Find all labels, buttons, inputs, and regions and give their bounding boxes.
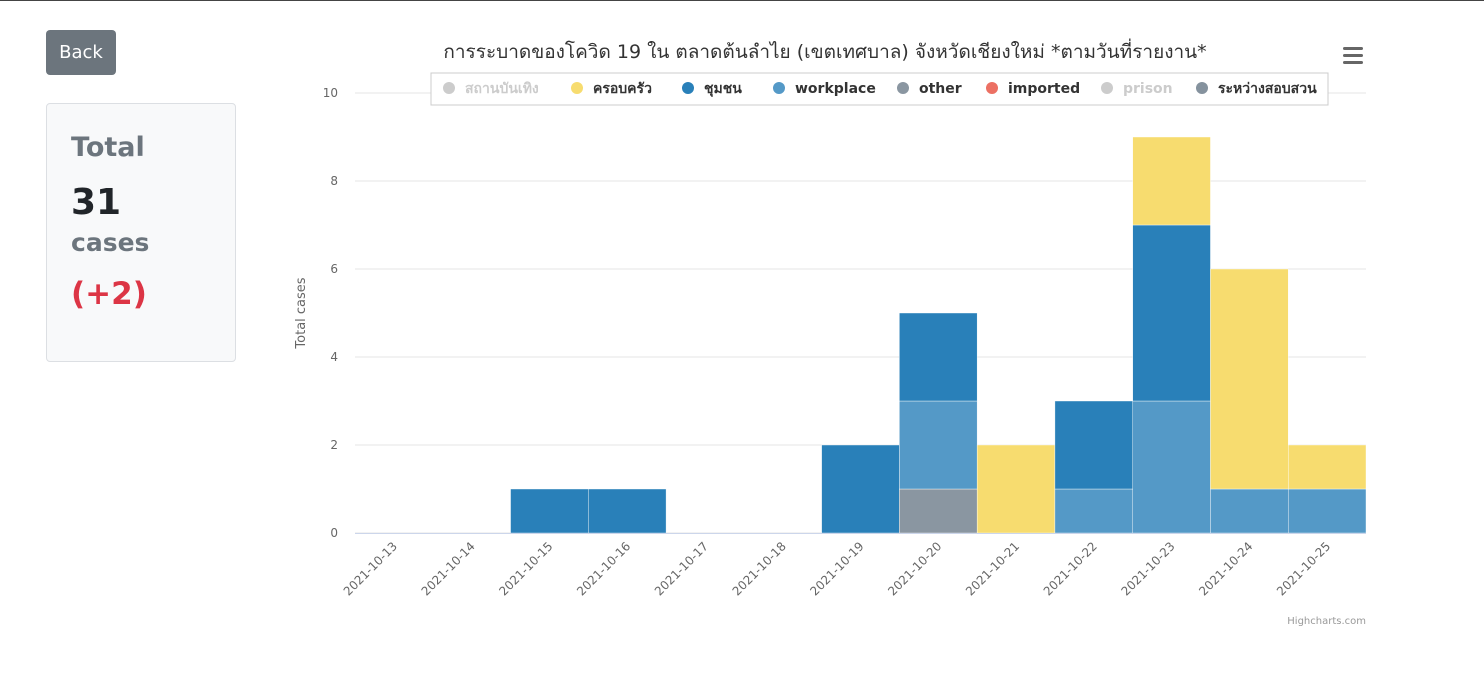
bar-segment[interactable] — [1210, 268, 1289, 490]
bar-segment[interactable] — [1132, 224, 1211, 402]
bar-segment[interactable] — [588, 488, 667, 534]
x-tick-label: 2021-10-14 — [419, 539, 478, 598]
y-tick-label: 0 — [330, 526, 338, 540]
x-tick-label: 2021-10-13 — [341, 539, 400, 598]
bar-segment[interactable] — [1054, 400, 1133, 490]
legend-marker — [1101, 82, 1113, 94]
legend-label: prison — [1123, 81, 1173, 97]
y-tick-label: 4 — [330, 350, 338, 364]
total-count: 31 — [71, 182, 122, 223]
hamburger-menu-icon[interactable] — [1340, 43, 1366, 69]
bar-segment[interactable] — [899, 312, 978, 402]
legend-label: ครอบครัว — [593, 81, 652, 97]
legend-label: other — [919, 81, 962, 97]
legend-label: ชุมชน — [704, 81, 742, 97]
x-tick-label: 2021-10-19 — [807, 539, 866, 598]
legend-label: สถานบันเทิง — [465, 81, 539, 97]
x-tick-label: 2021-10-21 — [963, 539, 1022, 598]
y-axis-title: Total cases — [294, 277, 309, 349]
x-tick-label: 2021-10-18 — [730, 539, 789, 598]
total-unit: cases — [71, 228, 150, 257]
x-tick-label: 2021-10-15 — [496, 539, 555, 598]
x-tick-label: 2021-10-24 — [1196, 539, 1255, 598]
bar-segment[interactable] — [899, 488, 978, 534]
x-tick-label: 2021-10-17 — [652, 539, 711, 598]
bar-segment[interactable] — [1288, 444, 1367, 490]
x-tick-label: 2021-10-20 — [885, 539, 944, 598]
x-tick-label: 2021-10-16 — [574, 539, 633, 598]
x-tick-label: 2021-10-22 — [1041, 539, 1100, 598]
legend-marker — [773, 82, 785, 94]
chart-title: การระบาดของโควิด 19 ใน ตลาดต้นลำไย (เขตเ… — [443, 38, 1206, 63]
legend-item[interactable]: ครอบครัว — [571, 81, 652, 97]
legend-marker — [571, 82, 583, 94]
legend-label: ระหว่างสอบสวน — [1218, 81, 1317, 97]
x-tick-label: 2021-10-23 — [1118, 539, 1177, 598]
legend-marker — [443, 82, 455, 94]
total-cases-card: Total 31 cases (+2) — [46, 103, 236, 362]
legend-item[interactable]: ชุมชน — [682, 81, 742, 97]
legend-item[interactable]: ระหว่างสอบสวน — [1196, 81, 1317, 97]
legend-item[interactable]: prison — [1101, 81, 1173, 97]
y-tick-label: 8 — [330, 174, 338, 188]
legend-item[interactable]: workplace — [773, 81, 876, 97]
legend-label: workplace — [795, 81, 876, 97]
legend-item[interactable]: imported — [986, 81, 1080, 97]
y-tick-label: 10 — [323, 86, 338, 100]
bar-segment[interactable] — [1210, 488, 1289, 534]
credits-link[interactable]: Highcharts.com — [1287, 616, 1366, 627]
legend-marker — [986, 82, 998, 94]
legend-marker — [897, 82, 909, 94]
x-tick-label: 2021-10-25 — [1274, 539, 1333, 598]
back-button[interactable]: Back — [46, 30, 116, 75]
total-delta: (+2) — [71, 276, 147, 312]
bar-segment[interactable] — [1132, 400, 1211, 534]
legend-box — [430, 72, 1329, 106]
total-title: Total — [71, 132, 145, 163]
y-tick-label: 2 — [330, 438, 338, 452]
legend-item[interactable]: other — [897, 81, 962, 97]
legend-marker — [1196, 82, 1208, 94]
legend-item[interactable]: สถานบันเทิง — [443, 81, 539, 97]
bar-segment[interactable] — [899, 400, 978, 490]
bar-segment[interactable] — [1288, 488, 1367, 534]
bar-segment[interactable] — [1054, 488, 1133, 534]
legend-label: imported — [1008, 81, 1080, 97]
bar-segment[interactable] — [821, 444, 900, 534]
legend-marker — [682, 82, 694, 94]
bar-segment[interactable] — [976, 444, 1056, 534]
y-tick-label: 6 — [330, 262, 338, 276]
bar-segment[interactable] — [510, 488, 589, 534]
bar-segment[interactable] — [1132, 136, 1211, 226]
